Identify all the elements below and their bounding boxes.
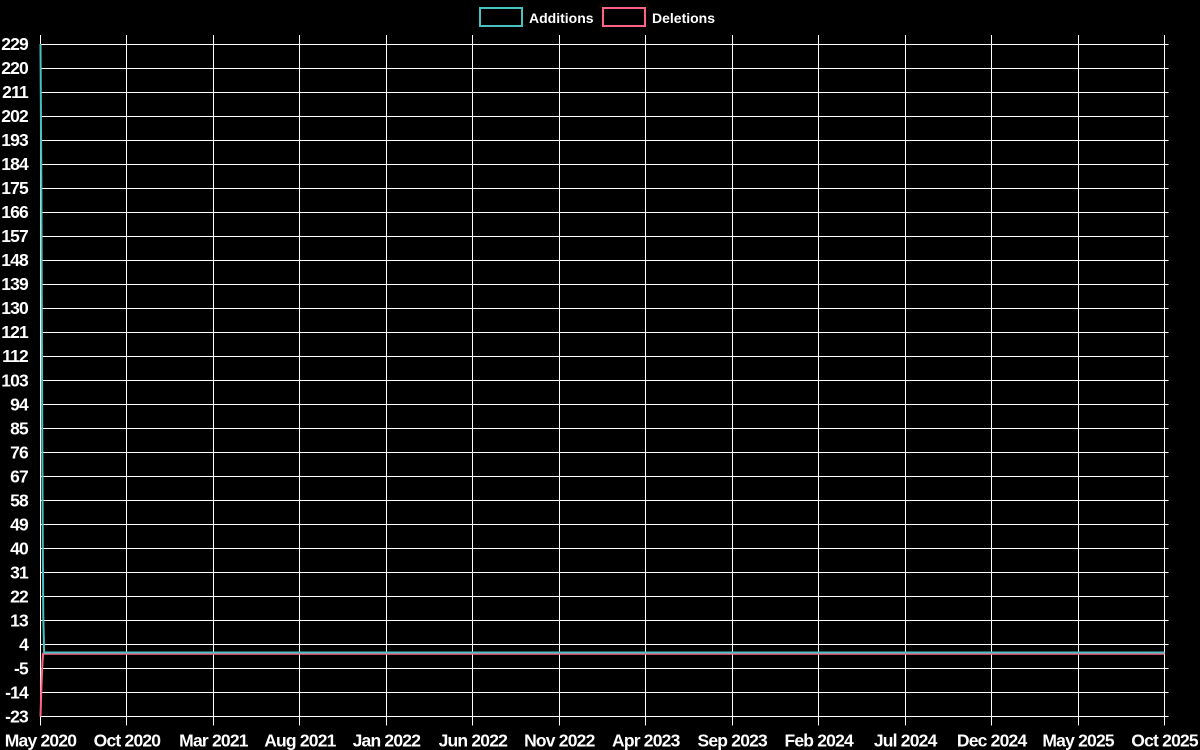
svg-text:220: 220 — [1, 58, 29, 78]
svg-text:148: 148 — [1, 250, 29, 270]
svg-text:166: 166 — [1, 202, 29, 222]
svg-text:67: 67 — [10, 466, 28, 486]
svg-text:May 2020: May 2020 — [5, 731, 78, 750]
svg-text:139: 139 — [1, 274, 29, 294]
svg-text:Apr 2023: Apr 2023 — [612, 731, 681, 750]
svg-text:112: 112 — [2, 346, 29, 366]
svg-text:-23: -23 — [5, 707, 29, 727]
svg-text:85: 85 — [10, 418, 29, 438]
svg-text:193: 193 — [1, 130, 29, 150]
svg-text:Sep 2023: Sep 2023 — [698, 731, 769, 750]
svg-text:157: 157 — [1, 226, 28, 246]
svg-text:-5: -5 — [14, 658, 29, 678]
svg-text:May 2025: May 2025 — [1042, 731, 1115, 750]
svg-text:130: 130 — [1, 298, 29, 318]
svg-text:13: 13 — [10, 610, 29, 630]
svg-text:49: 49 — [10, 514, 29, 534]
svg-text:Mar 2021: Mar 2021 — [179, 731, 249, 750]
svg-text:31: 31 — [10, 562, 29, 582]
svg-text:22: 22 — [10, 586, 29, 606]
svg-text:-14: -14 — [5, 682, 29, 702]
svg-text:103: 103 — [1, 370, 29, 390]
svg-text:175: 175 — [1, 178, 29, 198]
svg-text:211: 211 — [2, 82, 29, 102]
svg-text:184: 184 — [1, 154, 29, 174]
svg-text:Additions: Additions — [529, 10, 594, 26]
svg-text:76: 76 — [10, 442, 29, 462]
svg-text:229: 229 — [1, 34, 29, 54]
svg-text:4: 4 — [19, 634, 29, 654]
svg-text:Jul 2024: Jul 2024 — [874, 731, 938, 750]
svg-text:Feb 2024: Feb 2024 — [784, 731, 854, 750]
svg-text:Nov 2022: Nov 2022 — [524, 731, 596, 750]
svg-text:Aug 2021: Aug 2021 — [264, 731, 336, 750]
svg-text:202: 202 — [1, 106, 29, 126]
svg-text:40: 40 — [10, 538, 29, 558]
svg-text:94: 94 — [10, 394, 29, 414]
svg-text:Deletions: Deletions — [652, 10, 715, 26]
svg-text:Dec 2024: Dec 2024 — [957, 731, 1028, 750]
svg-text:58: 58 — [10, 490, 29, 510]
svg-text:Oct 2025: Oct 2025 — [1131, 731, 1199, 750]
svg-text:Jan 2022: Jan 2022 — [353, 731, 422, 750]
svg-text:Oct 2020: Oct 2020 — [94, 731, 162, 750]
svg-text:Jun 2022: Jun 2022 — [439, 731, 509, 750]
svg-text:121: 121 — [1, 322, 29, 342]
